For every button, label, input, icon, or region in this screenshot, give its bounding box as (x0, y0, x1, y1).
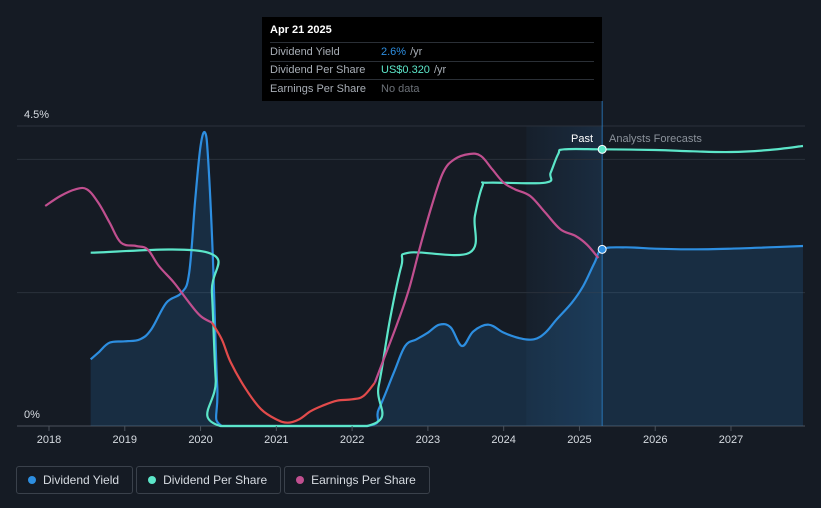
x-tick-label: 2022 (340, 434, 364, 446)
legend-item-dividend-per-share[interactable]: Dividend Per Share (136, 466, 282, 494)
earnings-per-share-line (44, 186, 213, 324)
y-axis-bottom-label: 0% (24, 409, 40, 421)
tooltip-value: 2.6% (381, 45, 407, 58)
tooltip-row-earnings-per-share: Earnings Per Share No data (270, 79, 594, 98)
dividend-per-share-current-marker[interactable] (597, 144, 607, 154)
legend-dot (296, 476, 305, 484)
legend-label: Dividend Yield (43, 473, 120, 487)
tooltip-label: Earnings Per Share (270, 82, 366, 95)
grid-lines (17, 125, 805, 427)
legend-dot (148, 476, 157, 484)
legend-dot (28, 476, 36, 484)
x-tick-label: 2024 (491, 434, 515, 446)
x-tick-label: 2023 (416, 434, 440, 446)
earnings-per-share-line-decline (210, 322, 376, 424)
dividend-per-share-line (90, 144, 804, 428)
x-tick-label: 2027 (719, 434, 743, 446)
x-tick-label: 2025 (567, 434, 591, 446)
tooltip-label: Dividend Yield (270, 45, 340, 58)
chart-tooltip: Apr 21 2025 Dividend Yield 2.6% /yr Divi… (262, 17, 602, 101)
earnings-per-share-line (373, 152, 600, 384)
legend-label: Earnings Per Share (311, 473, 416, 487)
legend-item-dividend-yield[interactable]: Dividend Yield (16, 466, 134, 494)
forecast-region (526, 126, 603, 426)
x-tick-label: 2021 (264, 434, 288, 446)
x-tick-label: 2026 (643, 434, 667, 446)
y-axis-top-label: 4.5% (24, 109, 49, 121)
legend-label: Dividend Per Share (163, 473, 268, 487)
x-tick-label: 2018 (37, 434, 61, 446)
dividend-yield-current-marker[interactable] (597, 244, 607, 254)
tooltip-label: Dividend Per Share (270, 64, 366, 77)
tooltip-unit: /yr (433, 64, 447, 77)
tooltip-unit: /yr (410, 45, 423, 58)
tooltip-value: No data (381, 82, 420, 95)
chart-legend: Dividend Yield Dividend Per Share Earnin… (16, 466, 430, 494)
tooltip-value: US$0.320 (381, 64, 430, 77)
dividend-yield-area (90, 131, 803, 426)
x-tick-label: 2019 (113, 434, 137, 446)
legend-item-earnings-per-share[interactable]: Earnings Per Share (284, 466, 430, 494)
tooltip-row-dividend-per-share: Dividend Per Share US$0.320 /yr (270, 60, 594, 80)
past-label: Past (571, 133, 593, 145)
tooltip-row-dividend-yield: Dividend Yield 2.6% /yr (270, 42, 594, 61)
forecast-label: Analysts Forecasts (609, 133, 702, 145)
tooltip-date: Apr 21 2025 (270, 24, 332, 36)
x-tick-label: 2020 (188, 434, 212, 446)
